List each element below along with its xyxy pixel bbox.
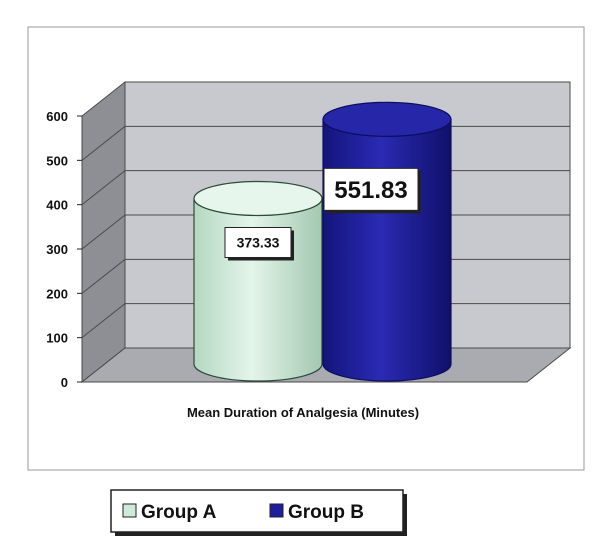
data-label-text: 551.83 <box>334 177 407 204</box>
legend-label: Group B <box>288 502 364 523</box>
data-label: 373.33 <box>224 226 294 261</box>
legend-shadow-bottom <box>115 532 407 536</box>
gridline-side <box>81 303 126 339</box>
cylinder-body <box>322 118 452 382</box>
y-tick-label: 600 <box>46 109 68 124</box>
bar-group-b <box>322 101 452 382</box>
y-tick-label: 200 <box>46 286 68 301</box>
cylinder-top <box>322 101 452 137</box>
legend-swatch <box>122 503 137 518</box>
cylinder-body <box>193 197 323 382</box>
gridline-side <box>81 170 126 206</box>
y-tick-label: 100 <box>46 331 68 346</box>
legend-label: Group A <box>141 502 217 523</box>
legend: Group A Group B <box>122 502 364 523</box>
bar-group-a <box>193 180 323 382</box>
cylinder-top <box>193 180 323 217</box>
data-labels: 373.33 551.83 <box>224 167 421 261</box>
y-tick-label: 0 <box>61 375 68 390</box>
gridline-side <box>81 125 126 161</box>
data-label-box <box>323 167 419 211</box>
y-tick-label: 300 <box>46 242 68 257</box>
data-label: 551.83 <box>323 167 421 214</box>
y-tick-label: 500 <box>46 153 68 168</box>
y-axis-ticks: 0 100 200 300 400 500 600 <box>46 109 82 390</box>
legend-shadow <box>403 494 407 536</box>
gridline-side <box>81 214 126 250</box>
data-label-text: 373.33 <box>237 235 280 251</box>
legend-swatch <box>269 503 284 518</box>
y-tick-label: 400 <box>46 198 68 213</box>
x-axis-label: Mean Duration of Analgesia (Minutes) <box>187 405 419 420</box>
gridline-side <box>81 258 126 294</box>
data-label-box <box>224 226 292 258</box>
